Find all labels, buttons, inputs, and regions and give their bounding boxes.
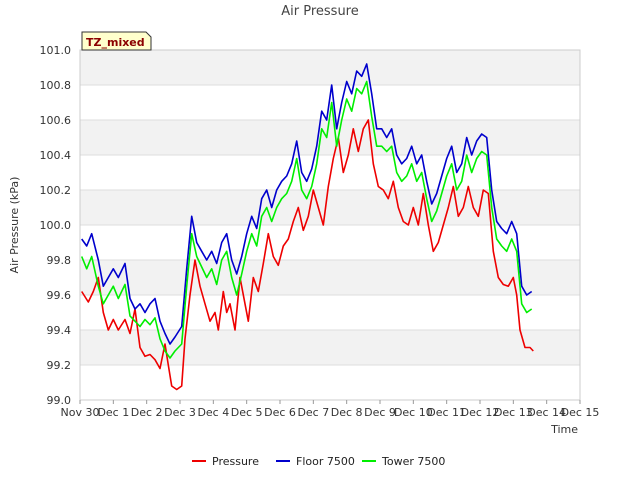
background-band — [80, 365, 580, 400]
background-band — [80, 50, 580, 85]
x-tick-label: Dec 12 — [461, 406, 500, 419]
y-axis-title: Air Pressure (kPa) — [8, 177, 21, 274]
y-tick-label: 99.2 — [47, 359, 72, 372]
series-line-floor-7500 — [81, 63, 533, 345]
x-tick-label: Nov 30 — [61, 406, 100, 419]
y-tick-label: 99.4 — [47, 324, 72, 337]
x-tick-label: Dec 7 — [297, 406, 329, 419]
background-band — [80, 225, 580, 260]
x-tick-label: Dec 8 — [331, 406, 363, 419]
background-band — [80, 295, 580, 330]
x-tick-label: Dec 11 — [427, 406, 466, 419]
tz-badge: TZ_mixed — [81, 31, 152, 51]
x-tick-label: Dec 5 — [231, 406, 263, 419]
x-tick-label: Dec 6 — [264, 406, 296, 419]
y-tick-label: 101.0 — [40, 44, 72, 57]
tz-badge-label: TZ_mixed — [86, 36, 145, 49]
y-axis-ticks: 99.0 99.2 99.4 99.6 99.8 100.0 100.2 100.4 100.6… — [40, 44, 72, 407]
chart-title: Air Pressure — [281, 4, 359, 19]
tz-badge-box — [81, 31, 152, 51]
x-tick-label: Dec 4 — [197, 406, 229, 419]
y-tick-label: 99.6 — [47, 289, 72, 302]
x-tick-label: Dec 9 — [364, 406, 396, 419]
x-tick-label: Dec 14 — [527, 406, 566, 419]
y-tick-label: 100.2 — [40, 184, 72, 197]
background-band — [80, 120, 580, 155]
plot-area — [79, 49, 581, 401]
y-tick-label: 100.6 — [40, 114, 72, 127]
legend: Pressure Floor 7500 Tower 7500 — [192, 455, 445, 468]
y-tick-label: 99.8 — [47, 254, 72, 267]
x-tick-label: Dec 10 — [394, 406, 433, 419]
x-axis-title: Time — [550, 423, 578, 436]
legend-label: Pressure — [212, 455, 259, 468]
background-band — [80, 260, 580, 295]
series-layer — [80, 63, 534, 391]
series-line-tower-7500 — [80, 80, 533, 359]
y-tick-label: 100.8 — [40, 79, 72, 92]
x-tick-label: Dec 15 — [561, 406, 600, 419]
series-line-pressure — [81, 119, 534, 391]
background-band — [80, 190, 580, 225]
y-tick-label: 100.4 — [40, 149, 72, 162]
x-tick-label: Dec 13 — [494, 406, 533, 419]
legend-label: Floor 7500 — [296, 455, 355, 468]
x-tick-label: Dec 3 — [164, 406, 196, 419]
legend-label: Tower 7500 — [381, 455, 445, 468]
y-tick-label: 99.0 — [47, 394, 72, 407]
y-tick-label: 100.0 — [40, 219, 72, 232]
x-tick-label: Dec 1 — [97, 406, 129, 419]
x-tick-label: Dec 2 — [131, 406, 163, 419]
